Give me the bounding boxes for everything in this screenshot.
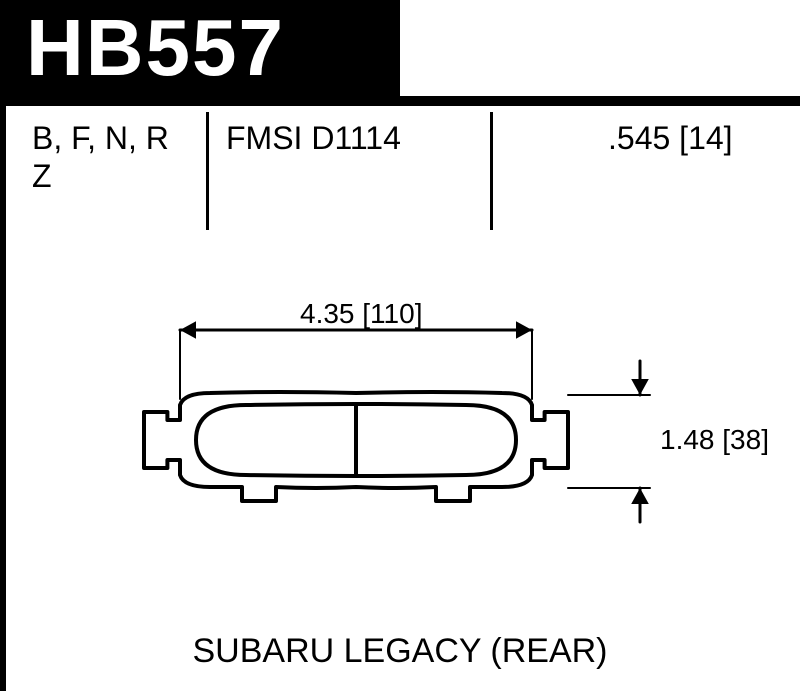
application-caption: SUBARU LEGACY (REAR) [0, 632, 800, 671]
brake-pad-diagram [0, 0, 800, 691]
height-dimension-label: 1.48 [38] [660, 424, 769, 456]
width-dimension-label: 4.35 [110] [300, 298, 422, 330]
